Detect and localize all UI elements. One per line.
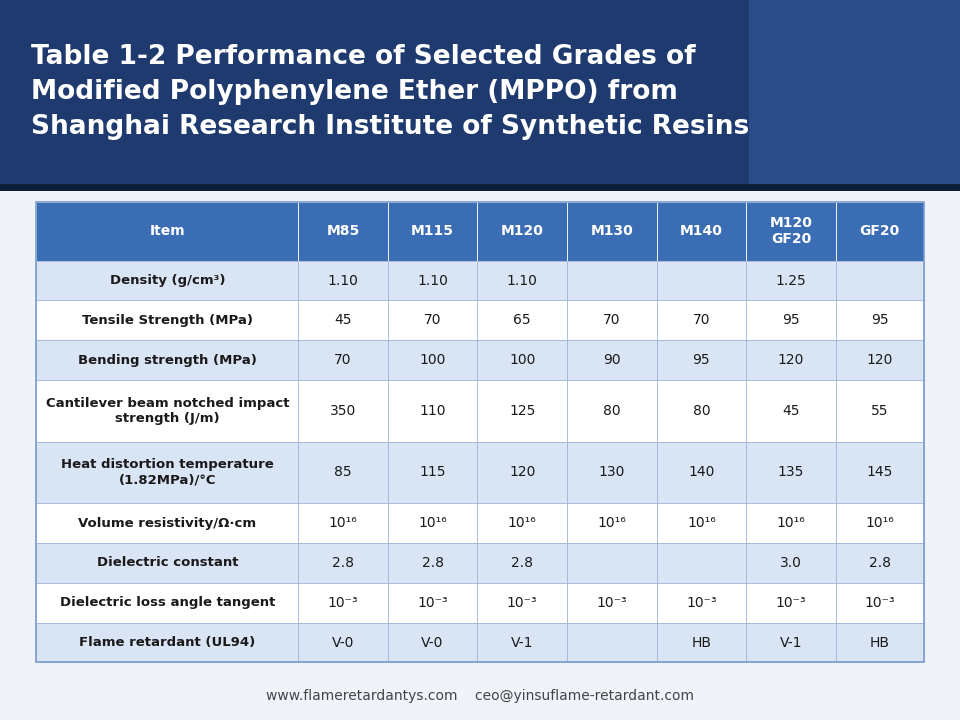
Text: 10¹⁶: 10¹⁶ [777, 516, 805, 530]
Text: 55: 55 [871, 404, 888, 418]
Text: 65: 65 [514, 313, 531, 328]
Text: HB: HB [691, 636, 711, 649]
Text: YINSU: YINSU [824, 122, 881, 140]
Text: V-0: V-0 [421, 636, 444, 649]
Text: 10¹⁶: 10¹⁶ [419, 516, 447, 530]
Text: 140: 140 [688, 465, 714, 480]
Text: 120: 120 [867, 353, 893, 367]
Polygon shape [795, 9, 858, 87]
Text: 10⁻³: 10⁻³ [418, 595, 448, 610]
Text: 10⁻³: 10⁻³ [776, 595, 806, 610]
Text: 10⁻³: 10⁻³ [327, 595, 358, 610]
Text: 10¹⁶: 10¹⁶ [328, 516, 357, 530]
Text: Density (g/cm³): Density (g/cm³) [109, 274, 225, 287]
Text: 135: 135 [778, 465, 804, 480]
Text: Volume resistivity/Ω·cm: Volume resistivity/Ω·cm [79, 517, 256, 530]
Polygon shape [847, 9, 893, 87]
Text: 85: 85 [334, 465, 351, 480]
Text: 45: 45 [782, 404, 800, 418]
Text: 80: 80 [603, 404, 620, 418]
Text: 350: 350 [330, 404, 356, 418]
Text: 95: 95 [692, 353, 710, 367]
Text: M85: M85 [326, 224, 360, 238]
Text: 1.10: 1.10 [417, 274, 448, 287]
Text: 70: 70 [603, 313, 620, 328]
Text: M115: M115 [411, 224, 454, 238]
Text: 1.25: 1.25 [776, 274, 806, 287]
Text: 70: 70 [423, 313, 442, 328]
Text: 120: 120 [778, 353, 804, 367]
Text: 145: 145 [867, 465, 893, 480]
Text: Dielectric loss angle tangent: Dielectric loss angle tangent [60, 596, 275, 609]
Text: 10¹⁶: 10¹⁶ [597, 516, 626, 530]
Text: 115: 115 [420, 465, 445, 480]
Text: V-0: V-0 [332, 636, 354, 649]
Text: 10¹⁶: 10¹⁶ [865, 516, 894, 530]
Text: V-1: V-1 [780, 636, 803, 649]
Text: 90: 90 [603, 353, 620, 367]
Text: M120: M120 [501, 224, 543, 238]
Text: 95: 95 [871, 313, 888, 328]
Text: 10⁻³: 10⁻³ [864, 595, 895, 610]
Text: Bending strength (MPa): Bending strength (MPa) [78, 354, 256, 366]
Text: 10¹⁶: 10¹⁶ [508, 516, 537, 530]
Text: 70: 70 [334, 353, 351, 367]
Text: Table 1-2 Performance of Selected Grades of
Modified Polyphenylene Ether (MPPO) : Table 1-2 Performance of Selected Grades… [31, 44, 749, 140]
Text: M140: M140 [680, 224, 723, 238]
Text: Dielectric constant: Dielectric constant [97, 557, 238, 570]
Text: 10⁻³: 10⁻³ [507, 595, 538, 610]
Text: 45: 45 [334, 313, 351, 328]
Text: M130: M130 [590, 224, 633, 238]
Text: 10¹⁶: 10¹⁶ [687, 516, 716, 530]
Text: GF20: GF20 [859, 224, 900, 238]
Text: 2.8: 2.8 [869, 556, 891, 570]
Text: 1.10: 1.10 [507, 274, 538, 287]
Text: Tensile Strength (MPa): Tensile Strength (MPa) [82, 314, 252, 327]
Text: Heat distortion temperature
(1.82MPa)/°C: Heat distortion temperature (1.82MPa)/°C [60, 458, 274, 487]
Text: 10⁻³: 10⁻³ [596, 595, 627, 610]
Text: 2.8: 2.8 [332, 556, 354, 570]
Text: 100: 100 [509, 353, 536, 367]
Text: 10⁻³: 10⁻³ [686, 595, 716, 610]
Text: V-1: V-1 [511, 636, 534, 649]
Text: 1.10: 1.10 [327, 274, 358, 287]
Text: HB: HB [870, 636, 890, 649]
Text: Item: Item [150, 224, 185, 238]
Text: 130: 130 [598, 465, 625, 480]
Text: 100: 100 [420, 353, 445, 367]
Text: Flame retardant (UL94): Flame retardant (UL94) [79, 636, 255, 649]
Text: 2.8: 2.8 [511, 556, 533, 570]
Text: 120: 120 [509, 465, 536, 480]
Text: 95: 95 [782, 313, 800, 328]
Text: 125: 125 [509, 404, 536, 418]
Text: 80: 80 [692, 404, 710, 418]
Text: 3.0: 3.0 [780, 556, 802, 570]
Text: 70: 70 [692, 313, 710, 328]
Text: www.flameretardantys.com    ceo@yinsuflame-retardant.com: www.flameretardantys.com ceo@yinsuflame-… [266, 688, 694, 703]
Text: 2.8: 2.8 [421, 556, 444, 570]
Text: M120
GF20: M120 GF20 [770, 216, 812, 246]
Text: 110: 110 [420, 404, 445, 418]
Text: Cantilever beam notched impact
strength (J/m): Cantilever beam notched impact strength … [45, 397, 289, 425]
